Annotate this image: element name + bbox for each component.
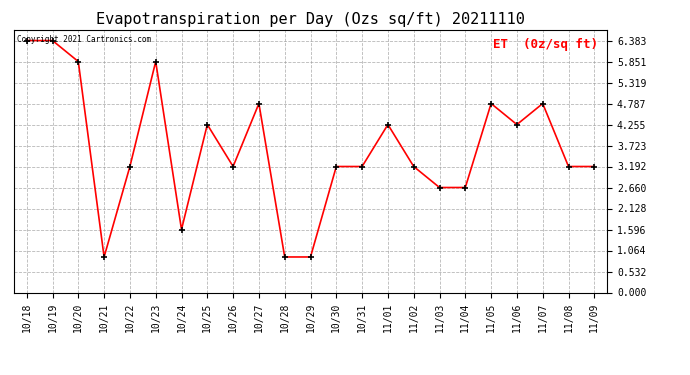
Text: Copyright 2021 Cartronics.com: Copyright 2021 Cartronics.com (17, 35, 151, 44)
Text: ET  (0z/sq ft): ET (0z/sq ft) (493, 38, 598, 51)
Title: Evapotranspiration per Day (Ozs sq/ft) 20211110: Evapotranspiration per Day (Ozs sq/ft) 2… (96, 12, 525, 27)
